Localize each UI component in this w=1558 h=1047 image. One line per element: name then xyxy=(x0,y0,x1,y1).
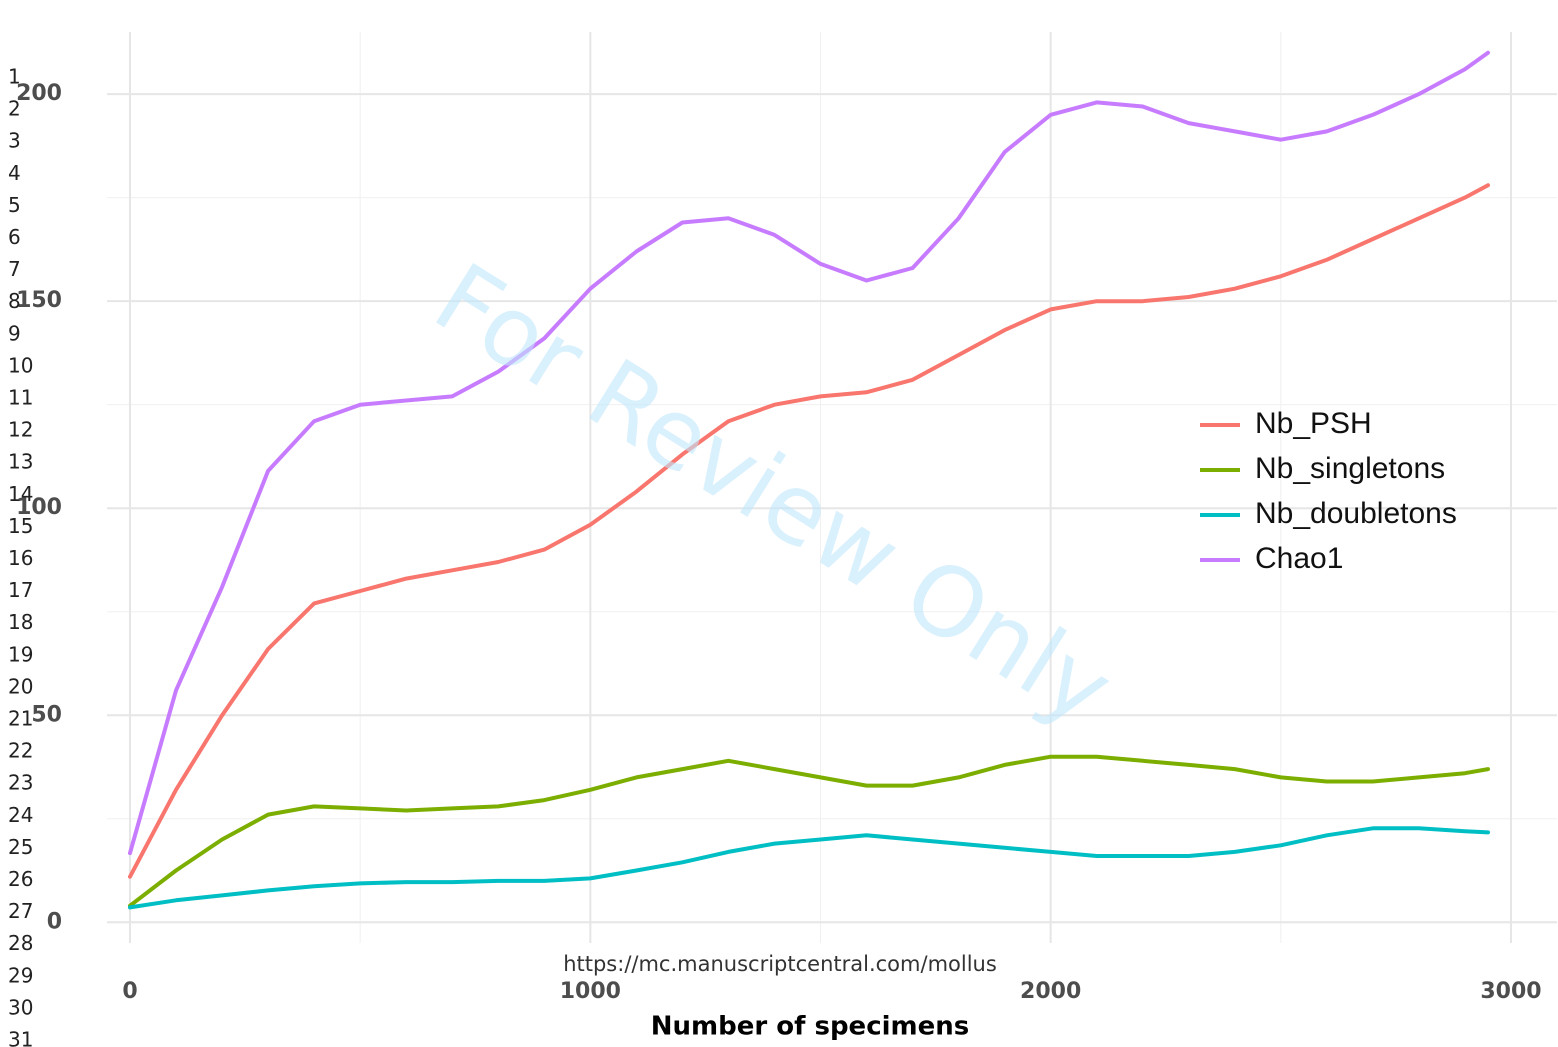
line-number: 10 xyxy=(8,353,33,377)
series-line xyxy=(128,826,1490,910)
line-number: 16 xyxy=(8,546,33,570)
line-number: 27 xyxy=(8,899,33,923)
line-number: 3 xyxy=(8,129,21,153)
line-number: 15 xyxy=(8,514,33,538)
line-number: 22 xyxy=(8,739,33,763)
line-number: 31 xyxy=(8,1028,33,1047)
line-number: 4 xyxy=(8,161,21,185)
x-tick-label: 3000 xyxy=(1480,979,1541,1004)
x-axis-title: Number of specimens xyxy=(651,1012,969,1042)
y-tick-label: 0 xyxy=(47,909,62,934)
line-number: 25 xyxy=(8,835,33,859)
line-number: 9 xyxy=(8,321,21,345)
legend-label: Nb_doubletons xyxy=(1255,497,1457,530)
y-tick-label: 50 xyxy=(31,702,62,727)
series-line xyxy=(128,183,1490,879)
line-number: 21 xyxy=(8,707,33,731)
line-number: 28 xyxy=(8,931,33,955)
legend-label: Chao1 xyxy=(1255,542,1343,575)
line-number: 14 xyxy=(8,482,33,506)
legend-label: Nb_PSH xyxy=(1255,407,1372,440)
line-number: 8 xyxy=(8,289,21,313)
watermark: For Review Only xyxy=(416,242,1131,747)
x-tick-label: 2000 xyxy=(1020,979,1081,1004)
x-tick-label: 0 xyxy=(122,979,137,1004)
series-line xyxy=(128,754,1490,908)
footer-url: https://mc.manuscriptcentral.com/mollus xyxy=(563,952,997,976)
line-number: 11 xyxy=(8,386,33,410)
line-number: 20 xyxy=(8,674,33,698)
legend-label: Nb_singletons xyxy=(1255,452,1445,485)
line-number: 7 xyxy=(8,257,21,281)
y-tick-label: 100 xyxy=(16,495,62,520)
line-number: 29 xyxy=(8,963,33,987)
line-number: 2 xyxy=(8,97,21,121)
line-number: 23 xyxy=(8,771,33,795)
line-number: 30 xyxy=(8,995,33,1019)
line-number: 1 xyxy=(8,65,21,89)
line-number: 24 xyxy=(8,803,33,827)
x-tick-label: 1000 xyxy=(560,979,621,1004)
line-number: 17 xyxy=(8,578,33,602)
line-number: 12 xyxy=(8,418,33,442)
line-number: 5 xyxy=(8,193,21,217)
line-number: 19 xyxy=(8,642,33,666)
series-line xyxy=(128,50,1490,856)
line-number: 26 xyxy=(8,867,33,891)
line-number: 18 xyxy=(8,610,33,634)
line-number: 6 xyxy=(8,225,21,249)
y-tick-label: 200 xyxy=(16,81,62,106)
y-tick-label: 150 xyxy=(16,288,62,313)
line-number: 13 xyxy=(8,450,33,474)
